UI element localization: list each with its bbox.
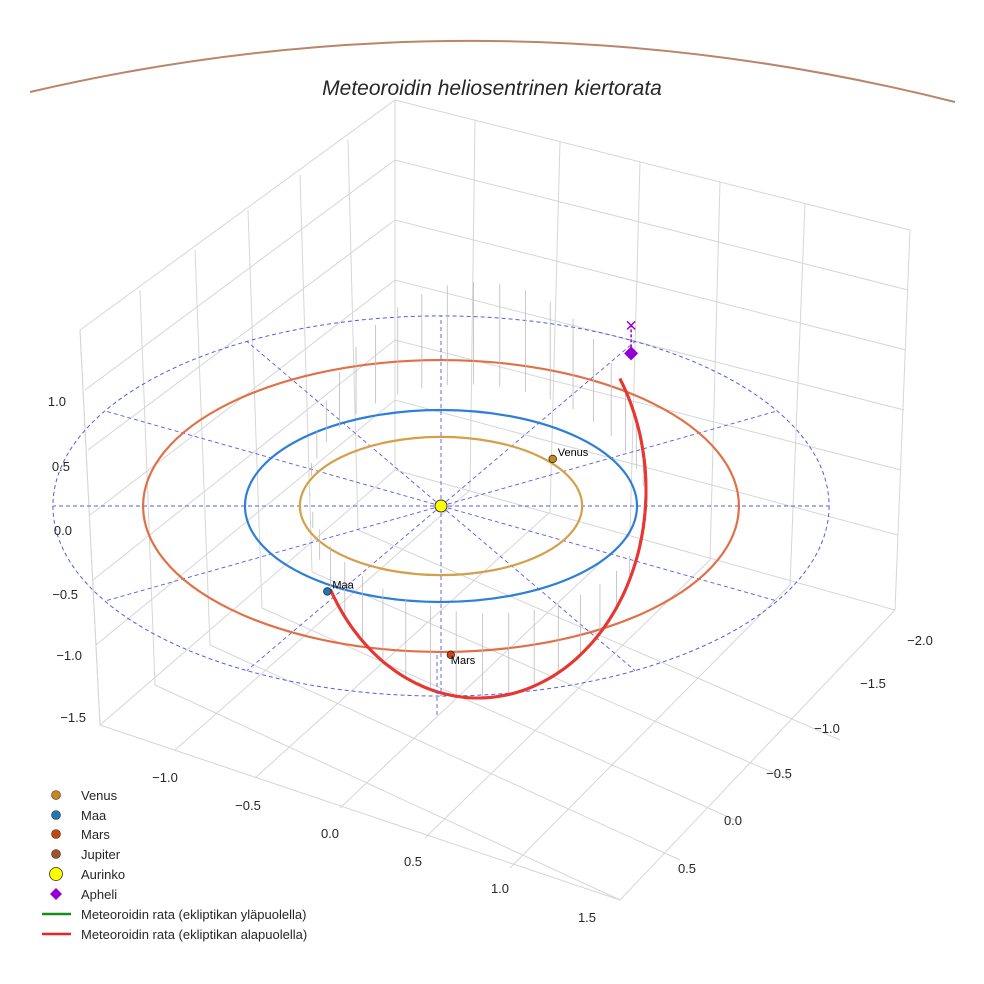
y-tick: −1.0 xyxy=(814,721,840,736)
legend-marker-aurinko xyxy=(49,867,63,881)
y-tick: −0.5 xyxy=(766,766,792,781)
legend-marker-venus xyxy=(51,790,61,800)
apheli-marker xyxy=(624,346,639,361)
z-tick: −0.5 xyxy=(52,587,78,602)
legend-label: Aurinko xyxy=(81,867,125,882)
x-tick: 0.5 xyxy=(404,854,422,869)
legend-label: Meteoroidin rata (ekliptikan alapuolella… xyxy=(81,927,307,942)
orbit-venus xyxy=(298,435,584,577)
z-tick: 0.5 xyxy=(52,459,70,474)
axes-box xyxy=(79,99,911,901)
y-tick: −1.5 xyxy=(860,676,886,691)
meteoroid-orbit-below xyxy=(329,377,648,700)
y-tick: −2.0 xyxy=(907,633,933,648)
ecliptic-radial-line xyxy=(440,505,778,602)
sun-marker xyxy=(434,499,448,513)
jupiter-orbit-arc xyxy=(29,39,956,103)
legend-label: Maa xyxy=(81,808,107,823)
legend-marker-apheli xyxy=(50,888,62,900)
z-tick: 0.0 xyxy=(54,523,72,538)
y-axis-ticks: −2.0 −1.5 −1.0 −0.5 0.0 0.5 xyxy=(678,633,933,876)
x-tick: −0.5 xyxy=(235,798,261,813)
x-tick: −1.0 xyxy=(152,770,178,785)
planet-label: Mars xyxy=(451,655,476,667)
chart-title: Meteoroidin heliosentrinen kiertorata xyxy=(322,77,662,100)
legend-marker-maa xyxy=(51,810,61,820)
legend-marker-jupiter xyxy=(51,849,61,859)
planet-label: Venus xyxy=(558,447,589,459)
z-tick: −1.5 xyxy=(60,710,86,725)
ecliptic-radial-line xyxy=(104,505,442,602)
x-tick: 1.5 xyxy=(578,910,596,925)
planet-label: Maa xyxy=(332,579,354,591)
z-tick: 1.0 xyxy=(48,394,66,409)
legend-label: Venus xyxy=(81,788,118,803)
legend-label: Apheli xyxy=(81,887,117,902)
planet-marker-maa xyxy=(323,587,332,596)
y-tick: 0.0 xyxy=(724,813,742,828)
legend: Venus Maa Mars Jupiter Aurinko Apheli Me… xyxy=(42,788,307,942)
legend-label: Mars xyxy=(81,827,110,842)
planet-marker-venus xyxy=(548,454,557,464)
apheli-projection-marker xyxy=(626,320,636,330)
ecliptic-radial-line xyxy=(104,410,442,507)
planet-marker-mars xyxy=(446,650,455,659)
legend-label: Jupiter xyxy=(81,847,121,862)
z-tick: −1.0 xyxy=(56,648,82,663)
z-axis-ticks: 1.0 0.5 0.0 −0.5 −1.0 −1.5 xyxy=(48,394,86,725)
legend-label: Meteoroidin rata (ekliptikan yläpuolella… xyxy=(81,907,306,922)
orbit-maa xyxy=(243,408,639,604)
x-axis-ticks: −1.0 −0.5 0.0 0.5 1.0 1.5 xyxy=(152,770,596,925)
x-tick: 1.0 xyxy=(491,881,509,896)
legend-marker-mars xyxy=(51,829,61,839)
y-tick: 0.5 xyxy=(678,861,696,876)
orbit-mars xyxy=(141,358,741,654)
ecliptic-radial-line xyxy=(440,410,778,507)
x-tick: 0.0 xyxy=(321,826,339,841)
orbit-ecliptic-grid xyxy=(52,315,830,697)
